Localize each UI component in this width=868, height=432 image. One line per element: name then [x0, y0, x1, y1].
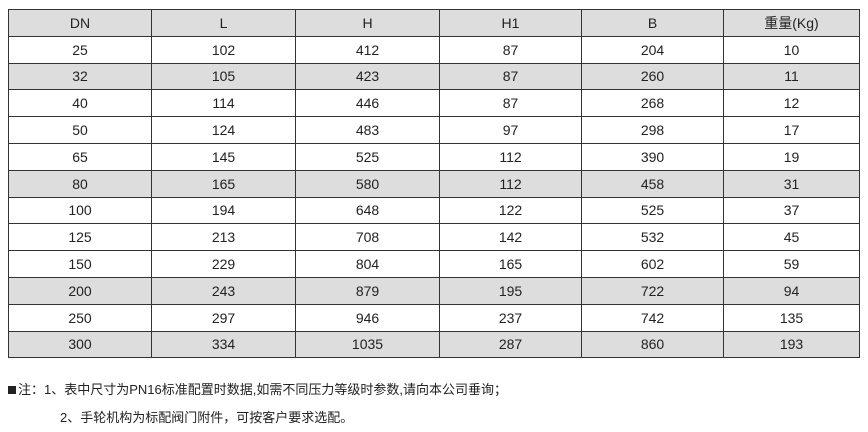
- table-cell: 708: [295, 223, 440, 252]
- table-cell: 390: [581, 142, 724, 171]
- table-cell: 25: [8, 35, 152, 64]
- table-cell: 458: [581, 169, 724, 198]
- table-cell: 525: [581, 196, 724, 225]
- note-2: 2、手轮机构为标配阀门附件，可按客户要求选配。: [60, 410, 354, 425]
- table-cell: 10: [723, 35, 860, 64]
- table-cell: 17: [723, 116, 860, 144]
- table-cell: 40: [8, 89, 152, 118]
- table-cell: 287: [439, 330, 582, 359]
- table-cell: 423: [295, 62, 440, 91]
- table-cell: 268: [581, 89, 724, 118]
- table-cell: 580: [295, 169, 440, 198]
- table-row: 300 334 1035 287 860 193: [8, 330, 860, 359]
- table-cell: 204: [581, 35, 724, 64]
- table-cell: 114: [151, 89, 296, 118]
- table-cell: 243: [151, 276, 296, 305]
- column-header: 重量(Kg): [723, 9, 860, 37]
- square-bullet-icon: [8, 386, 16, 394]
- table-cell: 165: [439, 250, 582, 278]
- table-cell: 87: [439, 89, 582, 118]
- table-cell: 94: [723, 276, 860, 305]
- table-cell: 260: [581, 62, 724, 91]
- table-cell: 112: [439, 169, 582, 198]
- table-row: 150 229 804 165 602 59: [8, 250, 860, 278]
- table-row: 65 145 525 112 390 19: [8, 142, 860, 171]
- table-cell: 165: [151, 169, 296, 198]
- table-cell: 145: [151, 142, 296, 171]
- table-cell: 946: [295, 303, 440, 332]
- table-cell: 59: [723, 250, 860, 278]
- table-cell: 722: [581, 276, 724, 305]
- table-cell: 124: [151, 116, 296, 144]
- table-cell: 879: [295, 276, 440, 305]
- table-row: 125 213 708 142 532 45: [8, 223, 860, 252]
- column-header: H: [295, 9, 440, 37]
- table-cell: 87: [439, 35, 582, 64]
- table-cell: 102: [151, 35, 296, 64]
- table-cell: 602: [581, 250, 724, 278]
- note-1: 注：1、表中尺寸为PN16标准配置时数据,如需不同压力等级时参数,请向本公司垂询…: [8, 376, 507, 404]
- table-cell: 334: [151, 330, 296, 359]
- table-cell: 142: [439, 223, 582, 252]
- table-row: 100 194 648 122 525 37: [8, 196, 860, 225]
- table-row: 50 124 483 97 298 17: [8, 116, 860, 144]
- notes: 注：1、表中尺寸为PN16标准配置时数据,如需不同压力等级时参数,请向本公司垂询…: [8, 376, 507, 432]
- table-cell: 150: [8, 250, 152, 278]
- table-cell: 97: [439, 116, 582, 144]
- table-cell: 11: [723, 62, 860, 91]
- table-header-row: DN L H H1 B 重量(Kg): [8, 9, 860, 37]
- table-cell: 648: [295, 196, 440, 225]
- table-cell: 19: [723, 142, 860, 171]
- table-cell: 194: [151, 196, 296, 225]
- table-cell: 300: [8, 330, 152, 359]
- table-row: 80 165 580 112 458 31: [8, 169, 860, 198]
- notes-prefix: 注：: [18, 382, 45, 397]
- table-cell: 229: [151, 250, 296, 278]
- table-cell: 37: [723, 196, 860, 225]
- table-cell: 525: [295, 142, 440, 171]
- table-cell: 32: [8, 62, 152, 91]
- table-cell: 122: [439, 196, 582, 225]
- table-cell: 31: [723, 169, 860, 198]
- table-cell: 446: [295, 89, 440, 118]
- column-header: DN: [8, 9, 152, 37]
- table-cell: 483: [295, 116, 440, 144]
- table-row: 250 297 946 237 742 135: [8, 303, 860, 332]
- column-header: B: [581, 9, 724, 37]
- table-cell: 237: [439, 303, 582, 332]
- table-cell: 112: [439, 142, 582, 171]
- table-cell: 200: [8, 276, 152, 305]
- note-1-text: 1、表中尺寸为PN16标准配置时数据,如需不同压力等级时参数,请向本公司垂询；: [44, 382, 507, 397]
- table-cell: 45: [723, 223, 860, 252]
- table-cell: 532: [581, 223, 724, 252]
- table-cell: 125: [8, 223, 152, 252]
- table-cell: 1035: [295, 330, 440, 359]
- table-cell: 105: [151, 62, 296, 91]
- table-cell: 80: [8, 169, 152, 198]
- table-row: 25 102 412 87 204 10: [8, 35, 860, 64]
- table-cell: 100: [8, 196, 152, 225]
- table-row: 200 243 879 195 722 94: [8, 276, 860, 305]
- dimension-table: DN L H H1 B 重量(Kg) 25 102 412 87 204 10 32 105 423 87 2…: [8, 9, 860, 359]
- table-cell: 804: [295, 250, 440, 278]
- table-cell: 193: [723, 330, 860, 359]
- table-cell: 297: [151, 303, 296, 332]
- table-cell: 250: [8, 303, 152, 332]
- table-cell: 50: [8, 116, 152, 144]
- table-cell: 412: [295, 35, 440, 64]
- table-cell: 195: [439, 276, 582, 305]
- table-row: 40 114 446 87 268 12: [8, 89, 860, 118]
- table-cell: 65: [8, 142, 152, 171]
- column-header: L: [151, 9, 296, 37]
- column-header: H1: [439, 9, 582, 37]
- table-cell: 742: [581, 303, 724, 332]
- table-cell: 87: [439, 62, 582, 91]
- table-cell: 298: [581, 116, 724, 144]
- table-cell: 12: [723, 89, 860, 118]
- table-cell: 135: [723, 303, 860, 332]
- table-cell: 860: [581, 330, 724, 359]
- table-cell: 213: [151, 223, 296, 252]
- table-row: 32 105 423 87 260 11: [8, 62, 860, 91]
